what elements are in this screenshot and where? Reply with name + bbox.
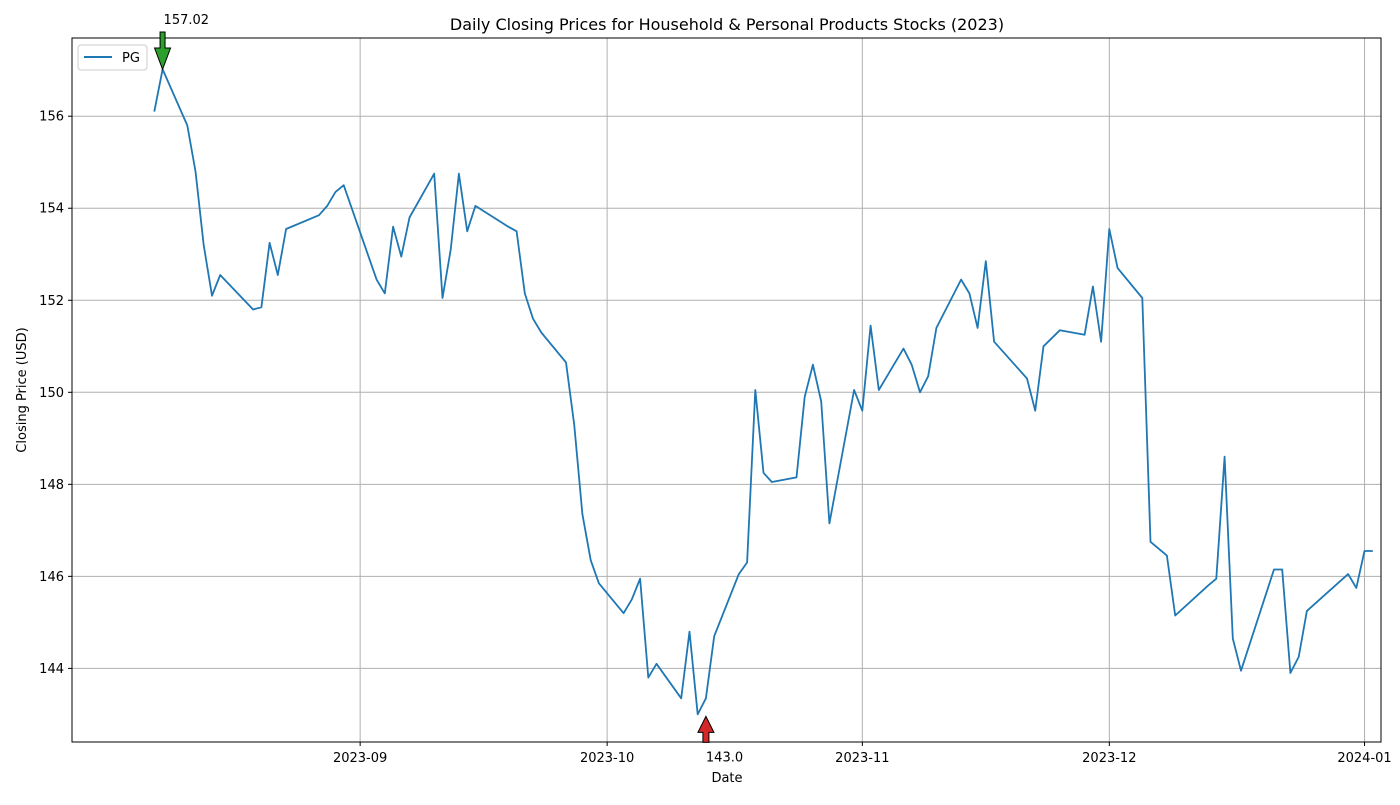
legend-label: PG <box>122 51 140 66</box>
legend-box <box>77 44 148 71</box>
x-tick-label: 2023-10 <box>580 751 634 766</box>
y-tick-label: 148 <box>39 478 64 493</box>
x-tick-label: 2023-09 <box>333 751 387 766</box>
x-tick-label: 2024-01 <box>1337 751 1391 766</box>
legend: PG <box>77 44 148 71</box>
series-line-pg <box>153 68 1373 716</box>
max-annotation-label: 157.02 <box>164 13 210 28</box>
y-tick-label: 156 <box>39 110 64 125</box>
y-axis-label: Closing Price (USD) <box>15 327 30 452</box>
chart-title: Daily Closing Prices for Household & Per… <box>450 15 1004 34</box>
grid-lines <box>72 38 1381 742</box>
y-tick-label: 146 <box>39 570 64 585</box>
x-tick-label: 2023-11 <box>835 751 889 766</box>
max-arrow-marker <box>153 31 172 71</box>
series-lines <box>153 68 1373 716</box>
plot-frame <box>71 37 1382 743</box>
y-tick-label: 152 <box>39 294 64 309</box>
min-arrow-marker <box>697 715 715 743</box>
min-annotation-label: 143.0 <box>706 750 743 765</box>
annotations: 157.02 143.0 <box>153 13 743 765</box>
y-tick-label: 150 <box>39 386 64 401</box>
y-tick-label: 144 <box>39 662 64 677</box>
y-tick-label: 154 <box>39 202 64 217</box>
axis-ticks: 2023-09 2023-10 2023-11 2023-12 2024-01 144 14… <box>39 110 1392 766</box>
x-tick-label: 2023-12 <box>1082 751 1136 766</box>
x-axis-label: Date <box>711 771 742 786</box>
